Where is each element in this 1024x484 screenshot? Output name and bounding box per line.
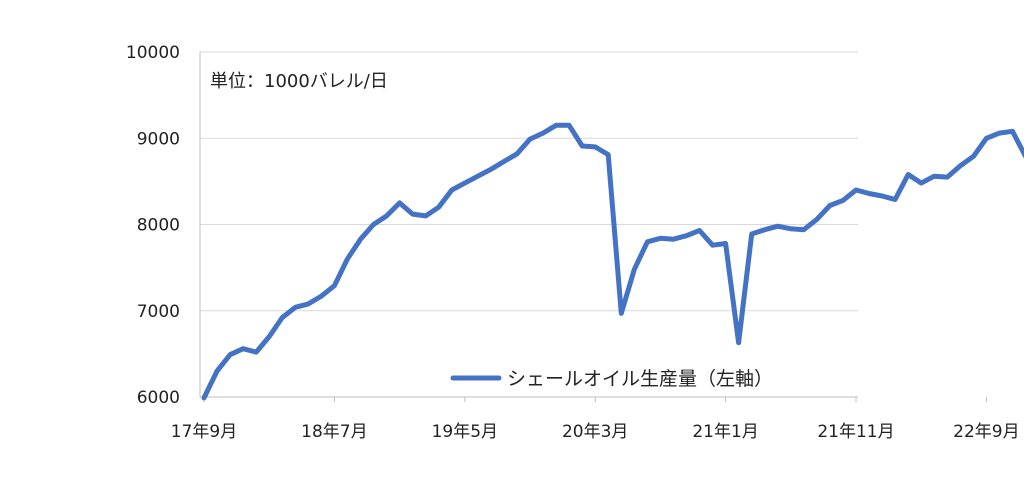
unit-label: 単位：1000バレル/日 [210, 71, 388, 92]
x-axis-tick-labels: 17年9月18年7月19年5月20年3月21年1月21年11月22年9月23年7… [171, 397, 1020, 442]
legend: シェールオイル生産量（左軸） [450, 368, 773, 390]
y-tick-label: 9000 [137, 129, 180, 149]
series-group [201, 122, 1024, 401]
x-tick-label: 17年9月 [171, 422, 237, 442]
x-tick-label: 22年9月 [953, 422, 1019, 442]
x-tick-label: 21年11月 [817, 422, 894, 442]
x-tick-label: 20年3月 [562, 422, 628, 442]
gridlines [199, 51, 858, 398]
legend-label: シェールオイル生産量（左軸） [507, 368, 773, 390]
x-tick-label: 19年5月 [432, 422, 498, 442]
y-tick-label: 6000 [137, 388, 180, 408]
x-tick-label: 18年7月 [301, 422, 367, 442]
y-tick-label: 8000 [137, 216, 180, 236]
y-tick-label: 7000 [137, 302, 180, 322]
x-tick-label: 21年1月 [692, 422, 758, 442]
y-tick-label: 10000 [126, 43, 180, 63]
series-line-0 [201, 122, 1024, 401]
y-axis-tick-labels: 6000 7000 8000 9000 10000 [126, 43, 180, 408]
